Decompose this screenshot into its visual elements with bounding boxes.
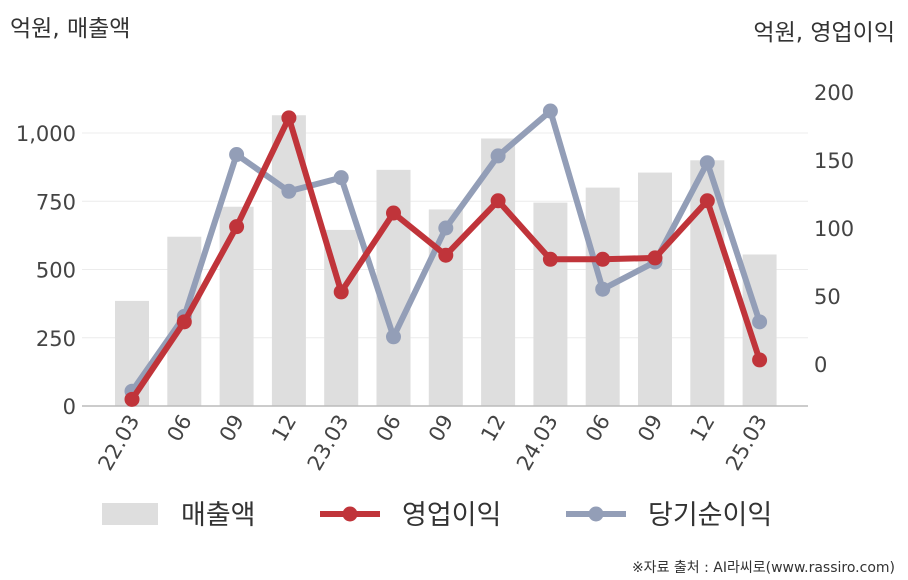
right-axis-unit: 억원, 영업이익 [753, 20, 895, 46]
legend-label-operating-profit: 영업이익 [402, 500, 501, 531]
x-tick-label: 09 [424, 411, 458, 446]
left-axis-tick-labels: 0 250 500 750 1,000 [16, 122, 76, 419]
x-tick-label: 09 [215, 411, 249, 446]
left-tick-label: 750 [36, 190, 76, 214]
left-tick-label: 0 [63, 395, 76, 419]
x-tick-label: 12 [476, 410, 510, 445]
data-point [490, 193, 506, 209]
x-tick-label: 06 [162, 411, 196, 446]
bar-series-sales [115, 115, 777, 406]
line-series [124, 103, 768, 407]
data-point [752, 314, 768, 330]
data-point [386, 329, 401, 345]
right-tick-label: 50 [814, 285, 841, 309]
x-tick-label: 12 [267, 411, 301, 446]
bar [376, 169, 411, 406]
bar [585, 187, 620, 406]
legend-label-net-income: 당기순이익 [648, 500, 772, 531]
data-point [542, 103, 558, 119]
right-tick-label: 150 [814, 149, 854, 173]
data-point [333, 284, 349, 300]
data-point [124, 391, 140, 407]
data-point [386, 205, 401, 221]
right-tick-label: 200 [814, 81, 854, 105]
x-tick-label: 12 [685, 411, 719, 446]
legend-swatch-sales [102, 503, 158, 525]
left-tick-label: 1,000 [16, 122, 76, 146]
data-point [438, 247, 454, 263]
data-point [752, 352, 768, 368]
x-tick-label: 25.03 [721, 411, 772, 475]
data-point [595, 251, 611, 267]
bar [638, 172, 672, 406]
data-point [176, 314, 192, 330]
x-tick-label: 06 [581, 411, 615, 446]
bar [481, 138, 516, 406]
data-point [438, 220, 454, 236]
data-point [333, 170, 349, 186]
x-tick-label: 24.03 [512, 411, 563, 475]
right-tick-label: 0 [814, 353, 827, 377]
legend: 매출액 영업이익 당기순이익 [102, 500, 772, 531]
bar [219, 206, 254, 406]
data-point [281, 110, 297, 126]
x-tick-label: 06 [372, 411, 406, 446]
left-axis-unit: 억원, 매출액 [10, 16, 130, 42]
data-point [647, 250, 663, 266]
x-tick-label: 09 [633, 411, 667, 446]
left-tick-label: 250 [36, 327, 76, 351]
legend-marker-net-income [588, 506, 604, 522]
legend-label-sales: 매출액 [181, 500, 256, 531]
legend-marker-operating-profit [342, 506, 358, 522]
data-point [229, 147, 245, 163]
bar [533, 202, 568, 406]
data-point [595, 281, 611, 297]
data-point [281, 183, 297, 199]
left-tick-label: 500 [36, 259, 76, 283]
source-note: ※자료 출처 : AI라씨로(www.rassiro.com) [632, 560, 895, 576]
right-tick-label: 100 [814, 217, 854, 241]
data-point [542, 251, 558, 267]
x-axis-tick-labels: 22.03 06 09 12 23.03 06 09 12 24.03 06 09 12 25.03 [93, 410, 771, 474]
x-tick-label: 22.03 [93, 411, 144, 475]
data-point [699, 155, 715, 171]
data-point [699, 193, 715, 209]
x-tick-label: 23.03 [303, 411, 354, 475]
right-axis-tick-labels: 0 50 100 150 200 [814, 81, 854, 377]
data-point [229, 219, 245, 235]
data-point [490, 148, 506, 164]
